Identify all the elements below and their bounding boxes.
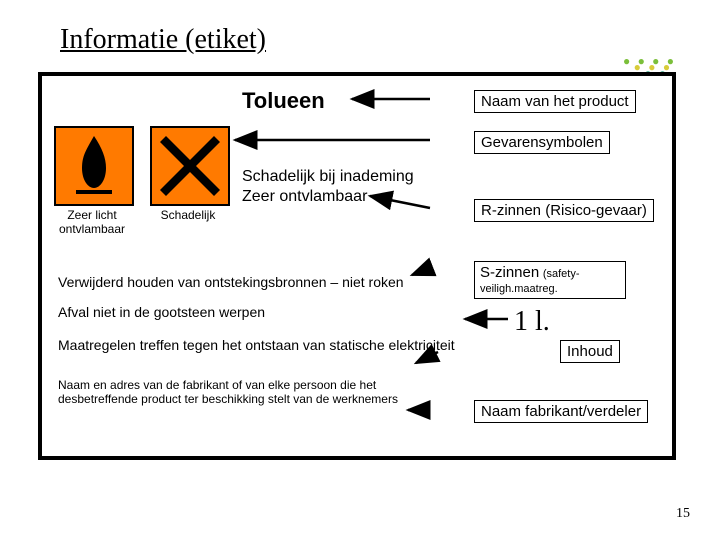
callout-s-label: S-zinnen [480,264,539,281]
flammable-caption: Zeer licht ontvlambaar [48,208,136,236]
callout-s-phrases: S-zinnen (safety- veiligh.maatreg. [474,261,626,299]
page-title: Informatie (etiket) [60,24,266,56]
s-phrase-2: Afval niet in de gootsteen werpen [58,304,265,320]
harmful-caption: Schadelijk [148,208,228,222]
callout-hazard-symbols: Gevarensymbolen [474,131,610,154]
callout-r-phrases: R-zinnen (Risico-gevaar) [474,199,654,222]
flame-icon [56,128,132,204]
slide-number: 15 [676,506,690,522]
hazard-symbol-flammable [54,126,134,206]
r-phrase-2: Zeer ontvlambaar [242,188,367,206]
r-phrase-1: Schadelijk bij inademing [242,168,414,186]
hazard-symbol-harmful [150,126,230,206]
callout-product-name: Naam van het product [474,90,636,113]
cross-icon [152,128,228,204]
volume: 1 l. [514,306,550,338]
callout-manufacturer: Naam fabrikant/verdeler [474,400,648,423]
s-phrase-3: Maatregelen treffen tegen het ontstaan v… [58,337,455,353]
manufacturer-note: Naam en adres van de fabrikant of van el… [58,378,448,406]
s-phrase-1: Verwijderd houden van ontstekingsbronnen… [58,274,404,290]
product-name: Tolueen [242,88,325,114]
callout-volume: Inhoud [560,340,620,363]
